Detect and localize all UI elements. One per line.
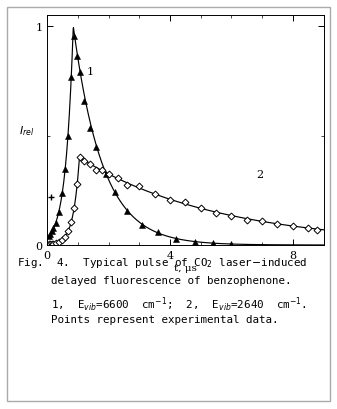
Text: 1,  E$_{vib}$=6600  cm$^{-1}$;  2,  E$_{vib}$=2640  cm$^{-1}$.: 1, E$_{vib}$=6600 cm$^{-1}$; 2, E$_{vib}… [51,295,306,313]
Text: 1: 1 [87,67,94,77]
Y-axis label: $\mathit{I}_{rel}$: $\mathit{I}_{rel}$ [19,124,35,138]
Text: 2: 2 [256,170,263,180]
Text: Points represent experimental data.: Points represent experimental data. [51,315,278,324]
Text: delayed fluorescence of benzophenone.: delayed fluorescence of benzophenone. [51,275,291,285]
Text: Fig.  4.  Typical pulse of CO$_2$ laser$-$induced: Fig. 4. Typical pulse of CO$_2$ laser$-$… [17,256,307,270]
X-axis label: t, μs: t, μs [174,263,197,272]
